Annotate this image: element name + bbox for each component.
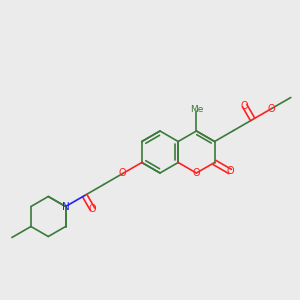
Text: O: O	[241, 100, 248, 111]
Text: O: O	[119, 169, 127, 178]
Text: O: O	[268, 103, 275, 113]
Text: Me: Me	[190, 106, 203, 115]
Text: O: O	[193, 168, 200, 178]
Text: N: N	[62, 202, 70, 212]
Text: O: O	[226, 167, 234, 176]
Text: O: O	[89, 204, 97, 214]
